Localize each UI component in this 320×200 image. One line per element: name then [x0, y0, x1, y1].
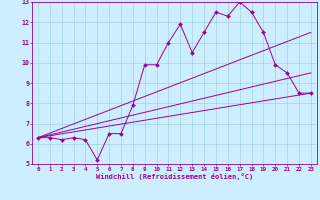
X-axis label: Windchill (Refroidissement éolien,°C): Windchill (Refroidissement éolien,°C) [96, 173, 253, 180]
